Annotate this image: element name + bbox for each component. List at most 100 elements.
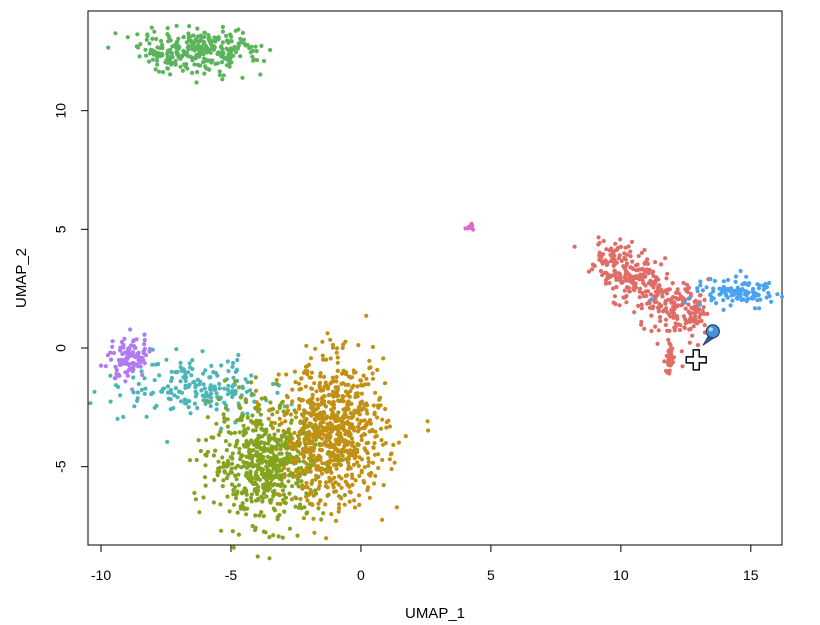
data-point <box>186 405 191 410</box>
data-point <box>263 472 268 477</box>
data-point <box>240 501 245 506</box>
data-point <box>394 505 399 510</box>
data-point <box>299 479 304 484</box>
data-point <box>634 268 639 273</box>
data-point <box>134 337 139 342</box>
data-point <box>281 429 286 434</box>
data-point <box>294 442 299 447</box>
data-point <box>328 356 333 361</box>
data-point <box>701 305 706 310</box>
data-point <box>228 51 233 56</box>
data-point <box>299 376 304 381</box>
data-point <box>686 285 692 290</box>
data-point <box>134 44 139 49</box>
data-point <box>323 443 328 448</box>
data-point <box>277 403 282 408</box>
data-point <box>215 61 220 66</box>
data-point <box>218 54 224 59</box>
data-point <box>125 35 130 40</box>
data-point <box>268 400 273 405</box>
cluster-red <box>572 235 711 376</box>
data-point <box>259 466 264 471</box>
data-point <box>758 297 763 302</box>
data-point <box>308 452 313 457</box>
data-point <box>338 495 343 500</box>
data-point <box>222 386 227 391</box>
data-point <box>284 372 289 377</box>
data-point <box>118 393 123 398</box>
data-point <box>352 498 357 503</box>
data-point <box>136 350 141 355</box>
data-point <box>638 272 643 277</box>
data-point <box>276 458 281 463</box>
data-point <box>289 497 294 502</box>
data-point <box>319 466 324 471</box>
data-point <box>649 328 654 334</box>
data-point <box>165 66 170 71</box>
data-point <box>617 253 622 258</box>
data-point <box>364 376 369 381</box>
data-point <box>330 482 335 487</box>
data-point <box>231 545 236 550</box>
data-point <box>225 359 230 364</box>
data-point <box>321 511 326 516</box>
data-point <box>751 293 756 298</box>
location-pin-icon[interactable] <box>702 324 720 346</box>
data-point <box>209 363 214 368</box>
data-point <box>705 311 710 316</box>
data-point <box>586 269 592 274</box>
data-point <box>238 395 243 400</box>
data-point <box>624 300 629 305</box>
data-point <box>355 460 360 465</box>
data-point <box>220 29 225 34</box>
data-point <box>229 466 234 471</box>
data-point <box>324 536 329 541</box>
data-point <box>281 492 286 497</box>
data-point <box>297 436 302 441</box>
data-point <box>212 387 217 392</box>
data-point <box>199 388 204 393</box>
data-point <box>187 399 192 404</box>
data-point <box>223 406 229 411</box>
data-point <box>682 300 688 305</box>
data-point <box>328 465 333 470</box>
data-point <box>233 465 238 470</box>
data-point <box>728 303 733 308</box>
data-point <box>333 426 338 431</box>
data-point <box>329 470 334 475</box>
data-point <box>233 388 238 393</box>
data-point <box>314 389 319 394</box>
data-point <box>280 399 285 404</box>
data-point <box>221 464 226 469</box>
data-point <box>201 41 206 46</box>
data-point <box>207 375 212 380</box>
data-point <box>683 287 688 292</box>
data-point <box>169 369 174 374</box>
y-tick-label: 0 <box>53 344 69 352</box>
cluster-purple <box>98 327 153 392</box>
data-point <box>359 407 364 412</box>
data-point <box>232 430 238 435</box>
plot-frame <box>87 10 783 546</box>
data-point <box>348 490 353 495</box>
data-point <box>268 480 273 486</box>
data-point <box>361 432 366 437</box>
data-point <box>221 412 226 417</box>
data-point <box>365 411 370 416</box>
data-point <box>260 499 265 504</box>
data-point <box>225 387 230 392</box>
data-point <box>380 417 385 422</box>
data-point <box>244 497 249 503</box>
data-point <box>669 300 674 305</box>
data-point <box>367 418 373 423</box>
data-point <box>187 458 193 463</box>
data-point <box>255 554 260 559</box>
data-point <box>123 370 128 375</box>
data-point <box>612 248 618 253</box>
data-point <box>198 379 203 384</box>
data-point <box>623 245 628 250</box>
x-axis-title: UMAP_1 <box>405 605 465 622</box>
data-point <box>267 486 272 491</box>
data-point <box>137 54 142 59</box>
data-point <box>303 435 308 440</box>
